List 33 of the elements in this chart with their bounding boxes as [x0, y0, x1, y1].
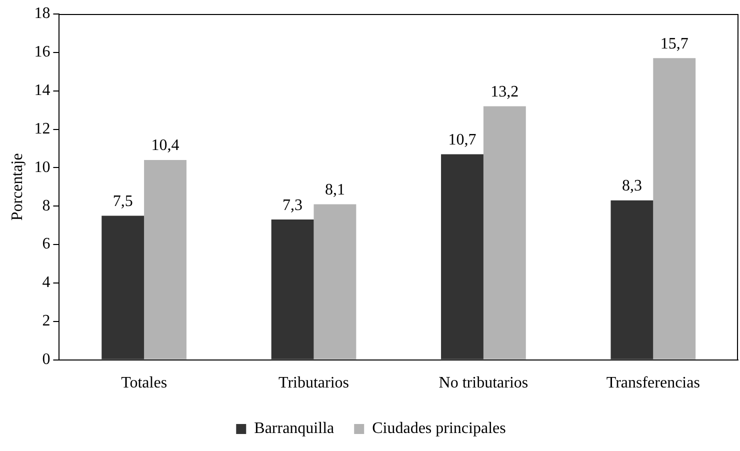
y-tick-label: 12 — [34, 120, 50, 138]
data-label: 8,1 — [324, 181, 345, 198]
y-tick-label: 18 — [34, 5, 50, 22]
data-label: 10,4 — [151, 137, 180, 154]
legend-label: Ciudades principales — [372, 420, 506, 438]
y-tick-label: 16 — [34, 44, 50, 61]
data-label: 7,5 — [112, 192, 133, 210]
bar — [483, 106, 526, 360]
y-tick-label: 14 — [34, 82, 50, 100]
x-tick-label: No tributarios — [438, 374, 528, 392]
bar — [653, 58, 696, 360]
x-tick-label: Totales — [121, 374, 168, 392]
data-label: 7,3 — [282, 196, 303, 214]
y-tick-label: 0 — [42, 351, 50, 368]
data-label: 8,3 — [622, 178, 642, 195]
y-tick-label: 2 — [42, 312, 50, 330]
data-label: 10,7 — [448, 131, 476, 148]
bar — [271, 220, 314, 360]
legend-label: Barranquilla — [254, 420, 334, 438]
x-tick-label: Transferencias — [606, 374, 700, 392]
bar — [102, 216, 144, 360]
y-tick-label: 10 — [34, 158, 50, 176]
y-axis-title: Porcentaje — [8, 153, 26, 221]
x-tick-label: Tributarios — [278, 374, 350, 392]
y-tick-label: 8 — [42, 197, 50, 214]
bar — [144, 160, 186, 360]
data-label: 13,2 — [490, 83, 519, 100]
bar — [441, 154, 484, 360]
y-tick-label: 4 — [42, 274, 50, 292]
data-label: 15,7 — [660, 35, 688, 52]
y-tick-label: 6 — [42, 236, 50, 253]
bar — [610, 200, 654, 360]
bar — [314, 204, 356, 360]
